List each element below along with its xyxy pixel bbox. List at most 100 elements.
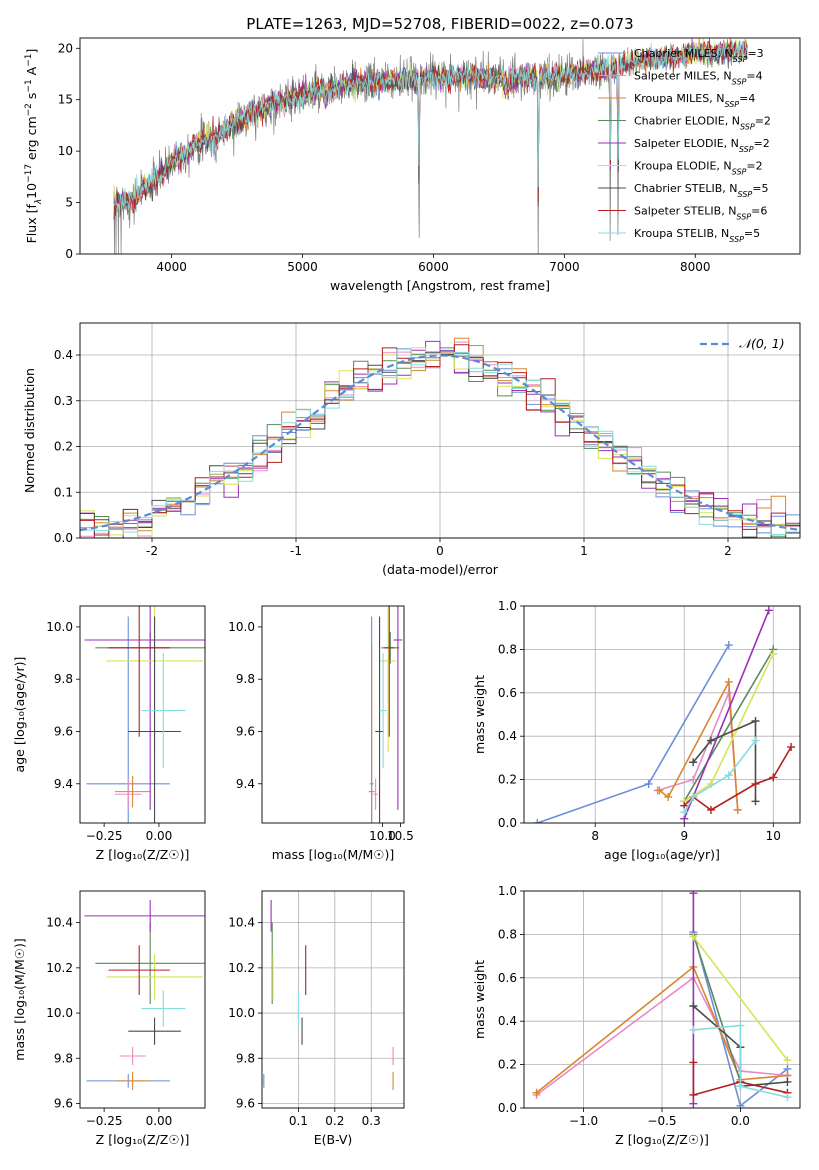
x-tick-label: 8	[591, 829, 599, 843]
legend-value: =6	[751, 205, 767, 218]
y-tick-label: 10	[58, 144, 73, 158]
y-tick-label: 10.0	[228, 1006, 255, 1020]
panel-spectrum: 4000 5000 6000 7000 8000 0 5 10 15 20 wavelength […	[24, 37, 801, 293]
mass-weight-marker	[689, 775, 698, 784]
mass-weight-marker	[787, 743, 796, 752]
x-tick-label: 10.0	[369, 829, 396, 843]
mass-weight-marker	[751, 736, 760, 745]
y-tick-label: 9.4	[54, 777, 73, 791]
y-axis-label-part: −1	[24, 54, 34, 67]
y-axis-label: Normed distribution	[22, 368, 37, 493]
legend-value: =4	[739, 92, 755, 105]
x-tick-label: 6000	[418, 260, 449, 274]
y-tick-label: 5	[65, 196, 73, 210]
y-axis-label-part: −2	[24, 103, 34, 116]
y-tick-label: 0.6	[498, 971, 517, 985]
legend-entry: Chabrier ELODIE, NSSP=2	[634, 115, 771, 132]
mass-weight-line	[683, 648, 774, 802]
mass-weight-marker	[706, 805, 715, 814]
mass-weight-line	[658, 679, 739, 811]
mass-weight-marker	[764, 606, 773, 615]
x-tick-label: -1	[290, 544, 302, 558]
legend-entry: Chabrier MILES, NSSP=3	[634, 47, 764, 64]
x-tick-label: 10	[766, 829, 781, 843]
x-tick-label: 7000	[549, 260, 580, 274]
mass-weight-line	[535, 965, 788, 1094]
x-tick-label: 8000	[680, 260, 711, 274]
x-axis-label: Z [log₁₀(Z/Z☉)]	[96, 1132, 190, 1147]
mass-weight-line	[692, 936, 789, 1061]
x-tick-label: 0.00	[146, 1114, 173, 1128]
massweight-vs-z-plot	[532, 891, 792, 1108]
legend-entry: 𝒩(0, 1)	[739, 336, 785, 351]
legend-value: =4	[746, 70, 762, 83]
y-tick-label: 0.4	[54, 348, 73, 362]
legend-text: Salpeter MILES, N	[634, 70, 732, 83]
legend-text: Chabrier MILES, N	[634, 47, 733, 60]
mass-weight-marker	[689, 792, 698, 801]
y-tick-label: 0.1	[54, 485, 73, 499]
y-tick-label: 0.2	[54, 440, 73, 454]
mass-weight-marker	[736, 1082, 745, 1091]
mass-weight-marker	[689, 1058, 698, 1067]
legend-entry: Kroupa STELIB, NSSP=5	[634, 227, 760, 244]
y-tick-label: 0.2	[498, 1058, 517, 1072]
mass-vs-ebv-plot	[263, 900, 394, 1090]
x-tick-label: 0	[436, 544, 444, 558]
x-axis-label: age [log₁₀(age/yr)]	[604, 847, 720, 862]
legend-entry: Chabrier STELIB, NSSP=5	[634, 182, 768, 199]
y-tick-label: 0.2	[498, 773, 517, 787]
legend-entry: Salpeter ELODIE, NSSP=2	[634, 137, 770, 154]
x-tick-label: 10.5	[387, 829, 414, 843]
y-tick-label: 0.8	[498, 642, 517, 656]
axes-frame	[261, 890, 405, 1109]
y-tick-label: 0.4	[498, 1014, 517, 1028]
x-axis-label: Z [log₁₀(Z/Z☉)]	[96, 847, 190, 862]
x-tick-label: 0.2	[325, 1114, 344, 1128]
x-tick-label: 4000	[156, 260, 187, 274]
x-tick-label: −0.25	[86, 1114, 123, 1128]
legend-value: =5	[744, 227, 760, 240]
spectrum-model-line	[113, 38, 748, 217]
mass-weight-marker	[706, 736, 715, 745]
legend-sub: SSP	[736, 212, 751, 221]
mass-weight-marker	[783, 1077, 792, 1086]
mass-weight-marker	[733, 805, 742, 814]
mass-weight-marker	[689, 1002, 698, 1011]
y-axis-label-part: Flux [f	[24, 204, 39, 244]
y-tick-label: 0.6	[498, 686, 517, 700]
residual-hist-step	[80, 344, 800, 538]
legend-sub: SSP	[733, 55, 748, 64]
y-tick-label: 9.6	[236, 1096, 255, 1110]
y-tick-label: 9.6	[236, 724, 255, 738]
legend-value: =5	[752, 182, 768, 195]
mass-weight-line	[537, 644, 730, 823]
y-axis-label: mass weight	[472, 675, 487, 754]
y-axis-label: mass [log₁₀(M/M☉)]	[12, 938, 27, 1060]
x-tick-label: 1	[580, 544, 588, 558]
legend-entry: Salpeter STELIB, NSSP=6	[634, 205, 767, 222]
y-tick-label: 10.2	[228, 961, 255, 975]
mass-weight-marker	[724, 677, 733, 686]
mass-weight-marker	[532, 1088, 541, 1097]
mass-weight-marker	[769, 773, 778, 782]
y-tick-label: 0.4	[498, 729, 517, 743]
x-axis-label: E(B-V)	[314, 1132, 353, 1147]
y-axis-label-part: ]	[24, 49, 39, 54]
y-axis-label-part: s	[24, 93, 39, 104]
mass-weight-marker	[655, 786, 664, 795]
axes-frame	[79, 890, 206, 1109]
x-tick-label: −1.0	[569, 1114, 598, 1128]
mass-weight-marker	[783, 1093, 792, 1102]
y-axis-label-part: λ	[34, 199, 44, 205]
spectrum-model-line	[113, 39, 748, 213]
axes-frame	[79, 605, 206, 824]
panel-massweight-vs-age: 8 9 10 0.0 0.2 0.4 0.6 0.8 1.0 age [log₁₀(age/yr)…	[472, 599, 801, 862]
mass-weight-marker	[736, 1101, 745, 1108]
mass-weight-marker	[689, 758, 698, 767]
legend-value: =2	[754, 137, 770, 150]
y-axis-label: Flux [fλ10−17 erg cm−2 s−1 A−1]	[24, 49, 44, 244]
age-vs-mass-plot	[368, 606, 403, 823]
legend-sub: SSP	[724, 100, 739, 109]
